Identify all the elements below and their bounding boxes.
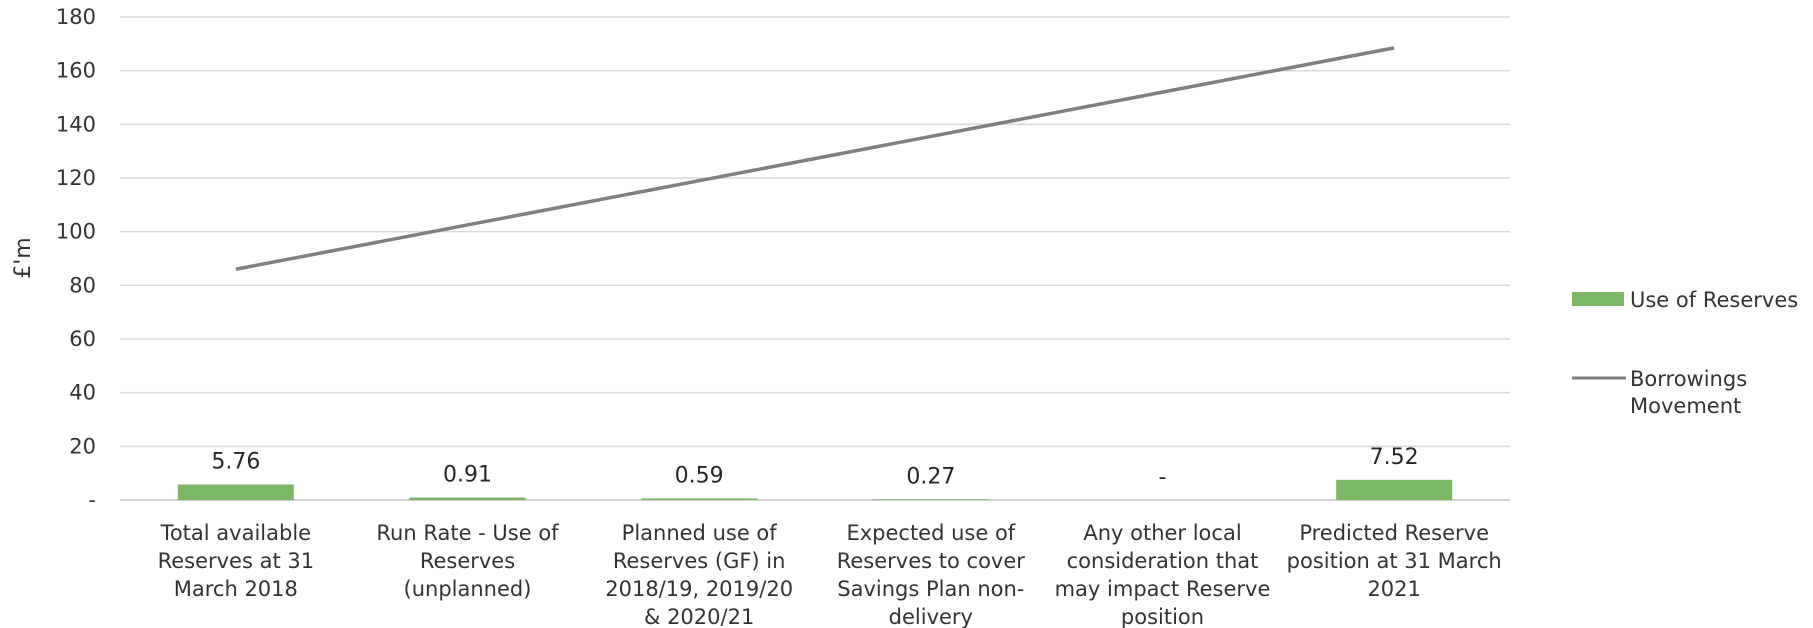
y-tick-label: 120 [56,166,96,190]
legend: Use of Reserves Borrowings Movement [1572,288,1798,418]
y-tick-label: 100 [56,220,96,244]
x-category-label: Total available Reserves at 31 March 2018 [158,521,315,601]
data-label: 0.27 [906,464,955,489]
legend-item-use-of-reserves: Use of Reserves [1572,288,1798,312]
legend-item-borrowings-movement: Borrowings Movement [1572,367,1747,418]
y-tick-label: 60 [69,327,96,351]
legend-label-use-of-reserves: Use of Reserves [1630,288,1798,312]
x-category-label: Any other local consideration that may imp… [1055,521,1271,628]
line-series [235,46,1395,271]
data-label: - [1159,465,1167,490]
bar [872,499,989,500]
y-axis: - 20 40 60 80 100 120 140 160 180 [56,5,96,512]
legend-label-borrowings-movement: Borrowings Movement [1630,367,1747,418]
y-tick-label: 160 [56,59,96,83]
y-tick-label: 20 [69,434,96,458]
data-label: 0.91 [443,463,492,488]
x-axis: Total available Reserves at 31 March 2018 R… [158,521,1502,628]
x-category-label: Predicted Reserve position at 31 March 202… [1287,521,1502,601]
bar [409,497,526,500]
x-category-label: Run Rate - Use of Reserves (unplanned) [376,521,559,601]
y-axis-title: £'m [11,237,36,278]
y-tick-label: 140 [56,112,96,136]
y-tick-label: 80 [69,273,96,297]
bar [1336,479,1453,500]
bar-series [177,479,1453,500]
bar [641,498,758,500]
borrowings-line [235,46,1395,271]
data-labels: 5.76 0.91 0.59 0.27 - 7.52 [211,445,1418,490]
x-category-label: Planned use of Reserves (GF) in 2018/19, 2… [605,521,793,628]
data-label: 5.76 [211,450,260,475]
data-label: 0.59 [675,463,724,488]
legend-swatch-bar [1572,292,1624,306]
y-tick-label: 180 [56,5,96,29]
y-tick-label: - [88,488,96,512]
bar [177,484,294,500]
x-category-label: Expected use of Reserves to cover Savings … [837,521,1026,628]
y-tick-label: 40 [69,381,96,405]
data-label: 7.52 [1370,445,1419,470]
gridlines [120,16,1510,501]
